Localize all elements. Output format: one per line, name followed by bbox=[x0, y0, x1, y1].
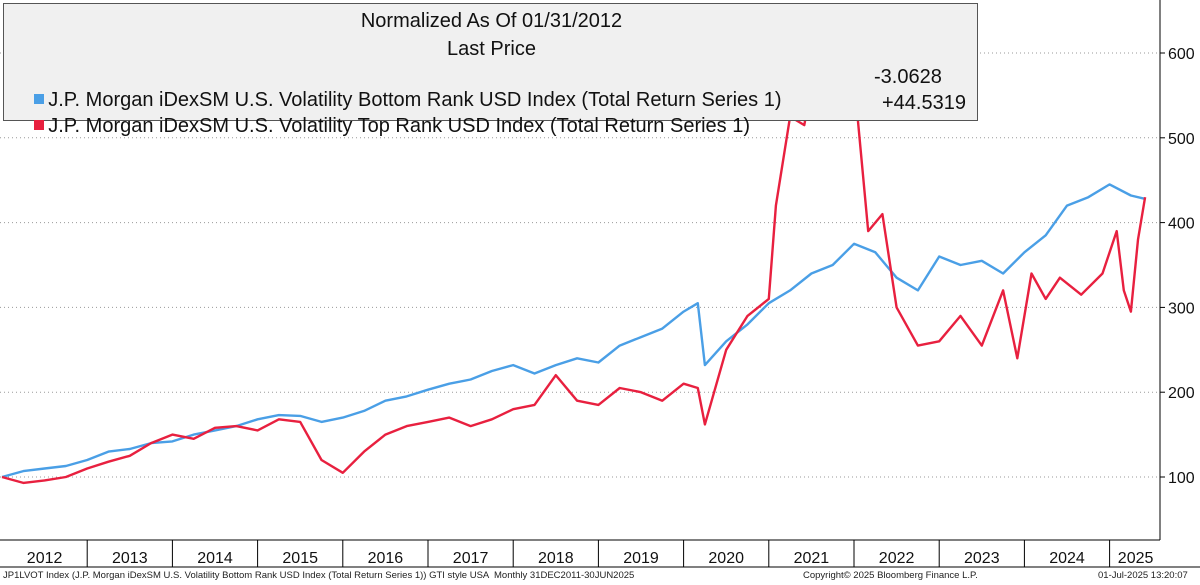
x-tick-label-2012: 2012 bbox=[27, 550, 63, 567]
legend-swatch-bottom-rank bbox=[34, 94, 45, 104]
y-tick-label-500: 500 bbox=[1168, 131, 1195, 148]
legend-swatch-top-rank bbox=[34, 120, 45, 130]
axes bbox=[0, 0, 1200, 568]
legend-label-top-rank: J.P. Morgan iDexSM U.S. Volatility Top R… bbox=[48, 115, 751, 137]
x-tick-label-2015: 2015 bbox=[282, 550, 318, 567]
y-tick-label-200: 200 bbox=[1168, 385, 1195, 402]
legend-label-bottom-rank: J.P. Morgan iDexSM U.S. Volatility Botto… bbox=[48, 89, 782, 111]
legend-value-top-rank: +44.5319 bbox=[882, 92, 966, 114]
chart-subtitle: Last Price bbox=[447, 38, 536, 60]
x-tick-label-2016: 2016 bbox=[368, 550, 404, 567]
legend-value-bottom-rank: -3.0628 bbox=[874, 66, 942, 88]
y-tick-label-100: 100 bbox=[1168, 470, 1195, 487]
x-tick-label-2024: 2024 bbox=[1049, 550, 1085, 567]
series-lines bbox=[1, 43, 1147, 485]
y-tick-label-400: 400 bbox=[1168, 216, 1195, 233]
x-tick-label-2014: 2014 bbox=[197, 550, 233, 567]
footer-copyright: Copyright© 2025 Bloomberg Finance L.P. bbox=[803, 570, 978, 581]
footer-source-text: JP1LVOT Index (J.P. Morgan iDexSM U.S. V… bbox=[3, 570, 635, 581]
x-tick-label-2021: 2021 bbox=[794, 550, 830, 567]
x-tick-label-2025: 2025 bbox=[1118, 550, 1154, 567]
footer-timestamp: 01-Jul-2025 13:20:07 bbox=[1098, 570, 1188, 581]
y-axis-tick-labels: 100 200 300 400 500 600 bbox=[1160, 46, 1195, 487]
x-axis-tick-labels: 2012 2013 2014 2015 2016 2017 2018 2019 2020 2021… bbox=[27, 540, 1154, 567]
x-tick-label-2019: 2019 bbox=[623, 550, 659, 567]
series-line-bottom-rank bbox=[1, 183, 1146, 479]
legend-box: Normalized As Of 01/31/2012 Last Price J… bbox=[3, 3, 978, 137]
chart-title: Normalized As Of 01/31/2012 bbox=[360, 10, 623, 32]
x-tick-label-2018: 2018 bbox=[538, 550, 574, 567]
x-tick-label-2020: 2020 bbox=[708, 550, 744, 567]
series-line-top-rank bbox=[1, 43, 1147, 485]
y-tick-label-600: 600 bbox=[1168, 46, 1195, 63]
x-tick-label-2022: 2022 bbox=[879, 550, 915, 567]
x-tick-label-2023: 2023 bbox=[964, 550, 1000, 567]
legend-entry-top-rank: J.P. Morgan iDexSM U.S. Volatility Top R… bbox=[12, 92, 750, 161]
x-tick-label-2013: 2013 bbox=[112, 550, 148, 567]
legend-entry-bottom-rank: J.P. Morgan iDexSM U.S. Volatility Botto… bbox=[12, 66, 782, 135]
x-tick-label-2017: 2017 bbox=[453, 550, 489, 567]
y-tick-label-300: 300 bbox=[1168, 300, 1195, 317]
